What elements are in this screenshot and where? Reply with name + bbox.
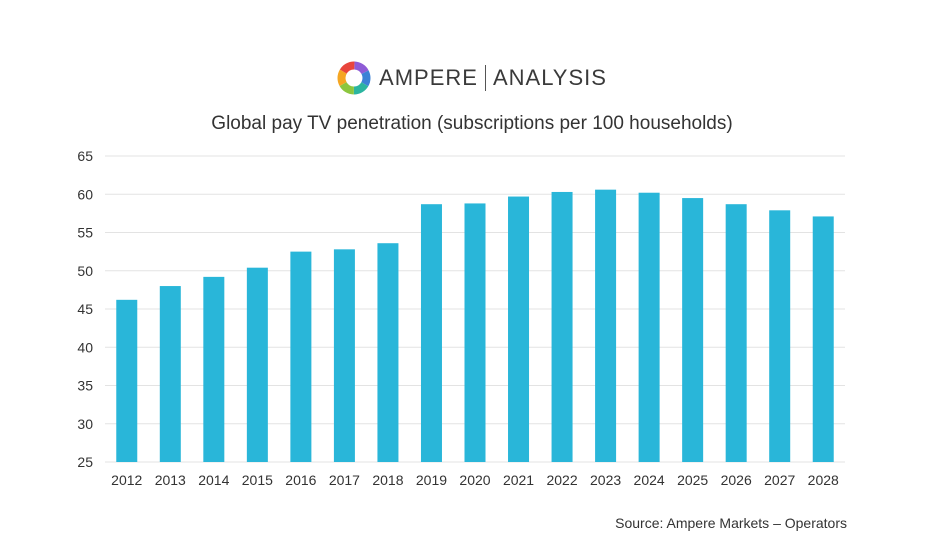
- x-tick-label: 2027: [764, 472, 795, 488]
- y-tick-label: 30: [77, 416, 93, 432]
- chart-title: Global pay TV penetration (subscriptions…: [211, 113, 733, 134]
- x-tick-label: 2026: [721, 472, 752, 488]
- x-tick-label: 2023: [590, 472, 621, 488]
- y-tick-label: 65: [77, 148, 93, 164]
- brand-name: AMPERE: [379, 65, 478, 90]
- bar-2017: [333, 249, 355, 462]
- y-tick-label: 45: [77, 301, 93, 317]
- brand-divider: [484, 65, 486, 91]
- bar-2025: [682, 198, 704, 462]
- logo-segment: [337, 61, 371, 95]
- x-tick-label: 2014: [198, 472, 229, 488]
- bar-2026: [725, 204, 747, 462]
- source-note: Source: Ampere Markets – Operators: [615, 515, 847, 531]
- logo-segment: [337, 61, 371, 95]
- y-tick-label: 40: [77, 339, 93, 355]
- bar-2020: [464, 203, 486, 462]
- x-tick-label: 2012: [111, 472, 142, 488]
- logo-segment: [337, 61, 371, 95]
- bar-2016: [290, 251, 312, 462]
- x-tick-label: 2021: [503, 472, 534, 488]
- x-tick-label: 2020: [459, 472, 490, 488]
- bar-2012: [116, 299, 138, 462]
- bar-2022: [551, 191, 573, 462]
- bar-2021: [508, 196, 530, 463]
- bar-2028: [812, 216, 834, 462]
- x-tick-label: 2022: [546, 472, 577, 488]
- x-tick-label: 2013: [155, 472, 186, 488]
- x-tick-label: 2028: [808, 472, 839, 488]
- bar-2013: [159, 286, 181, 462]
- brand-header: AMPERE ANALYSIS: [0, 58, 944, 98]
- x-tick-label: 2015: [242, 472, 273, 488]
- bar-2019: [420, 204, 442, 462]
- bar-2018: [377, 243, 399, 462]
- x-tick-label: 2018: [372, 472, 403, 488]
- x-tick-label: 2016: [285, 472, 316, 488]
- bar-2027: [769, 210, 791, 462]
- ampere-logo-icon: [337, 61, 371, 95]
- logo-segment: [337, 61, 371, 95]
- y-tick-label: 35: [77, 378, 93, 394]
- y-tick-label: 50: [77, 263, 93, 279]
- brand-subname: ANALYSIS: [492, 65, 607, 90]
- bar-2014: [203, 276, 225, 462]
- x-tick-label: 2019: [416, 472, 447, 488]
- bar-2024: [638, 192, 660, 462]
- y-tick-label: 55: [77, 225, 93, 241]
- x-tick-label: 2017: [329, 472, 360, 488]
- y-tick-label: 25: [77, 454, 93, 470]
- x-tick-label: 2024: [634, 472, 665, 488]
- x-tick-label: 2025: [677, 472, 708, 488]
- bar-2023: [595, 189, 617, 462]
- bar-2015: [246, 267, 268, 462]
- y-tick-label: 60: [77, 186, 93, 202]
